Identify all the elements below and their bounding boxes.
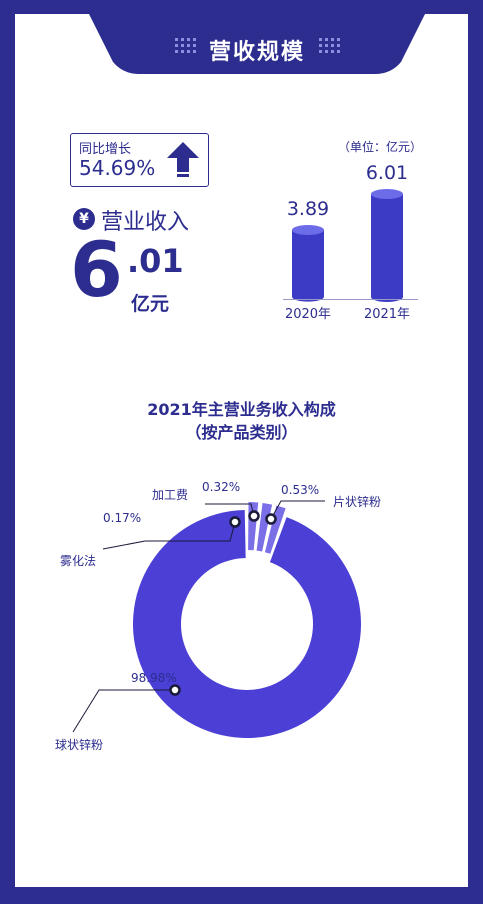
yen-icon: ¥ [73,208,95,230]
cylinder-value-label: 6.01 [365,162,409,184]
slice-value-label: 98.98% [131,671,177,685]
footer-bar [0,887,483,904]
cylinder-year-label: 2020年 [284,307,332,322]
slice-name-label: 片状锌粉 [333,495,382,509]
leader-dot [248,510,260,522]
cylinder-bar-1 [371,189,403,302]
donut-chart [72,500,361,738]
donut-title-block: 2021年主营业务收入构成 （按产品类别） [15,398,468,444]
leader-dot [229,516,241,528]
leader-line [270,500,325,520]
growth-label: 同比增长 [79,142,132,157]
revenue-unit: 亿元 [131,293,170,315]
revenue-label: 营业收入 [101,210,190,235]
slice-value-label: 0.53% [281,483,320,497]
leader-line [72,689,175,733]
leader-dot [169,684,181,696]
cylinder-value-label: 3.89 [286,198,330,221]
cylinder-bar-0 [292,225,324,302]
infographic-card: 营收规模 同比增长 54.69% ¥ 营业收入 6 .01 亿元 （单位：亿元）… [15,14,468,887]
growth-badge: 同比增长 54.69% [70,133,209,187]
slice-value-label: 0.32% [202,480,241,494]
page-title: 营收规模 [208,40,305,65]
header-ribbon: 营收规模 [89,14,425,88]
up-arrow-icon [167,142,199,177]
cylinder-baseline [283,299,418,300]
donut-title: 2021年主营业务收入构成 [147,400,336,419]
slice-name-label: 球状锌粉 [55,738,104,752]
leader-line [102,521,236,550]
growth-value: 54.69% [79,156,156,180]
slice-name-label: 雾化法 [60,554,97,568]
slice-name-label: 加工费 [152,488,189,502]
revenue-decimal: .01 [127,242,184,280]
ribbon-shape [89,14,425,74]
leader-dot [265,513,277,525]
slice-value-label: 0.17% [103,511,142,525]
donut-slice-球状锌粉 [132,510,361,738]
cylinder-year-label: 2021年 [363,307,411,322]
revenue-integer: 6 [70,225,123,314]
donut-subtitle: （按产品类别） [185,423,298,442]
donut-slice-雾化法 [248,502,259,551]
bar-unit-note: （单位：亿元） [338,140,423,154]
donut-slice-片状锌粉 [264,505,286,554]
